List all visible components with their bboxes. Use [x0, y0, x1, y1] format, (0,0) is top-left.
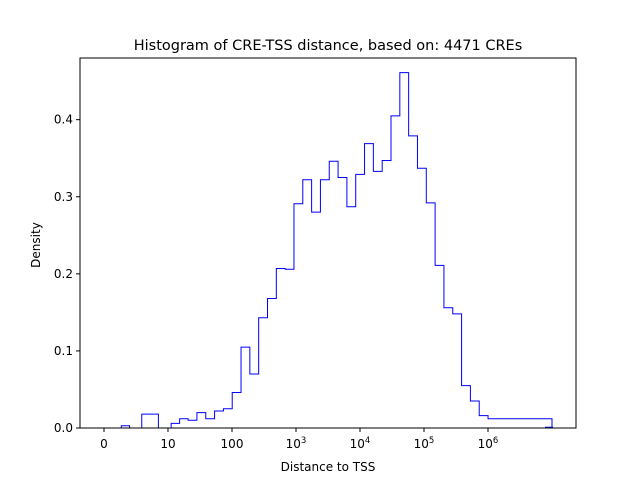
histogram-bin [435, 265, 444, 428]
x-tick-label: 10 [160, 437, 175, 451]
histogram-bin [409, 136, 418, 428]
histogram-step-line [104, 72, 553, 429]
y-tick-label: 0.1 [54, 344, 73, 358]
y-tick-label: 0.2 [54, 267, 73, 281]
histogram-bin [488, 419, 552, 428]
histogram-bin [453, 314, 462, 428]
y-tick-label: 0.3 [54, 190, 73, 204]
histogram-bin [462, 386, 471, 428]
histogram-bin [241, 347, 250, 428]
histogram-bin [250, 374, 259, 428]
histogram-bin [479, 416, 488, 428]
histogram-bin [470, 401, 479, 428]
y-tick-label: 0.0 [54, 421, 73, 435]
y-axis-label: Density [29, 222, 43, 268]
x-tick-label: 100 [221, 437, 244, 451]
histogram-bin [223, 409, 232, 428]
plot-area [104, 72, 553, 429]
histogram-bin [215, 411, 224, 428]
histogram-bin [285, 269, 294, 428]
histogram-bin [400, 73, 409, 428]
histogram-bin [391, 116, 400, 428]
histogram-bin [268, 299, 277, 429]
histogram-bin [188, 420, 197, 428]
histogram-bin [142, 414, 159, 428]
x-tick-label: 105 [414, 436, 435, 451]
histogram-bin [347, 207, 356, 428]
histogram-bin [312, 212, 321, 428]
histogram-bin [197, 413, 206, 428]
histogram-bin [294, 204, 303, 428]
x-tick-label: 104 [350, 436, 371, 451]
histogram-bin [444, 308, 453, 428]
histogram-bin [382, 161, 391, 428]
histogram-bin [276, 268, 285, 428]
histogram-bin [356, 174, 365, 428]
histogram-bin [329, 161, 338, 428]
axes-frame [79, 57, 577, 429]
x-axis-label: Distance to TSS [281, 460, 376, 474]
x-tick-label: 0 [100, 437, 108, 451]
histogram-bin [171, 423, 179, 428]
histogram-bin [365, 144, 374, 428]
histogram-bin [320, 180, 329, 428]
histogram-bin [373, 171, 382, 428]
x-tick-label: 106 [478, 436, 499, 451]
histogram-bin [338, 177, 347, 428]
x-axis-ticks: 0 10 100 103 104 105 106 [100, 428, 498, 451]
histogram-bin [303, 180, 312, 428]
x-tick-label: 103 [286, 436, 307, 451]
histogram-bin [180, 419, 188, 428]
histogram-bin [259, 318, 268, 428]
y-tick-label: 0.4 [54, 113, 73, 127]
histogram-bin [426, 203, 435, 428]
chart-title: Histogram of CRE-TSS distance, based on:… [134, 38, 523, 54]
histogram-bin [206, 419, 215, 428]
histogram-bin [417, 168, 426, 428]
histogram-bin [232, 393, 241, 428]
y-axis-ticks: 0.0 0.1 0.2 0.3 0.4 [54, 113, 80, 435]
